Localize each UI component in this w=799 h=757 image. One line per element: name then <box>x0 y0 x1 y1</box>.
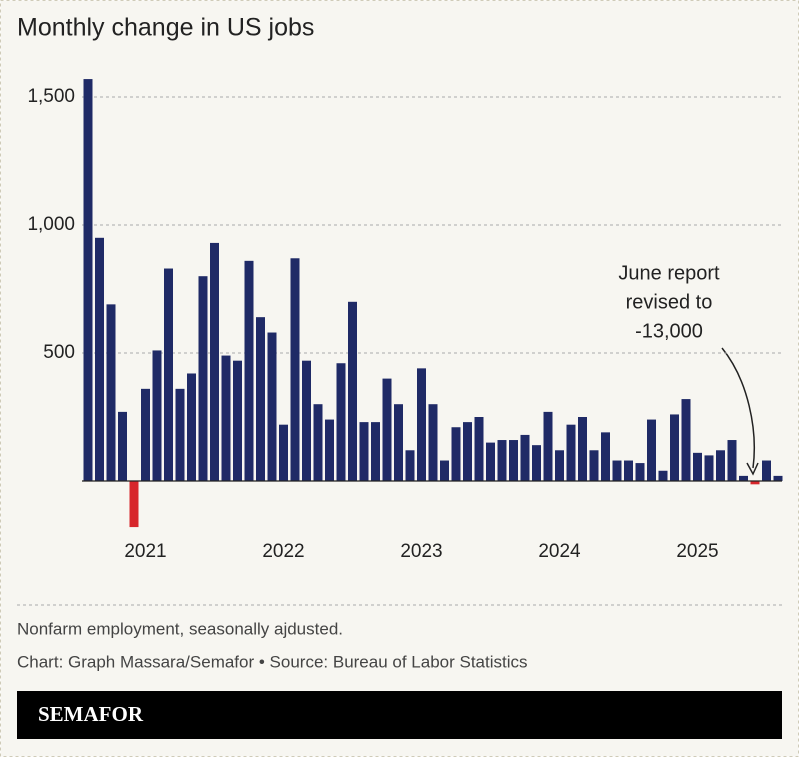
bar <box>647 419 656 481</box>
annotation: -13,000 <box>635 320 703 342</box>
bar <box>474 417 484 481</box>
annotation: revised to <box>626 291 713 313</box>
bar <box>681 399 691 481</box>
bar <box>497 440 507 481</box>
x-tick-label: 2021 <box>124 541 166 562</box>
bar <box>210 242 219 481</box>
bar <box>256 317 265 481</box>
bar <box>773 475 783 481</box>
bar <box>428 404 438 481</box>
bar <box>589 450 599 481</box>
bar <box>221 355 231 481</box>
bar <box>175 388 185 481</box>
annotation: June report <box>618 262 720 284</box>
bar <box>313 404 323 481</box>
bar <box>152 350 162 481</box>
bar <box>658 470 668 481</box>
bar <box>509 440 518 481</box>
note: Nonfarm employment, seasonally ajdusted. <box>17 619 343 638</box>
bar <box>555 450 564 481</box>
bar <box>463 422 472 481</box>
bar <box>106 304 116 481</box>
y-tick-label: 1,000 <box>27 214 75 235</box>
x-tick-label: 2025 <box>676 541 718 562</box>
bar <box>164 268 173 481</box>
bar <box>566 424 576 481</box>
bar <box>578 417 587 481</box>
source: Chart: Graph Massara/Semafor • Source: B… <box>17 652 528 671</box>
annotation-arrowhead <box>746 462 759 476</box>
chart-title: Monthly change in US jobs <box>17 14 314 42</box>
x-tick-label: 2023 <box>400 541 442 562</box>
bar <box>382 378 392 481</box>
brand: SEMAFOR <box>38 702 144 726</box>
bar <box>233 360 242 481</box>
bar <box>394 404 403 481</box>
bar <box>451 427 461 481</box>
bar <box>267 332 277 481</box>
x-tick-label: 2022 <box>262 541 304 562</box>
bar <box>520 434 530 481</box>
bar <box>762 460 771 481</box>
bar <box>336 363 346 481</box>
bar <box>739 475 748 481</box>
bar <box>95 237 104 481</box>
bar <box>750 481 760 485</box>
bar <box>486 442 495 481</box>
bar <box>417 368 426 481</box>
bar <box>405 450 415 481</box>
bar <box>279 424 288 481</box>
bar <box>624 460 633 481</box>
bar <box>83 79 93 481</box>
bar <box>440 460 449 481</box>
annotation-arrow <box>721 347 755 469</box>
bar <box>244 260 254 481</box>
bar <box>302 360 311 481</box>
bar <box>612 460 622 481</box>
bar <box>290 258 300 481</box>
bar <box>198 276 208 481</box>
bar <box>348 301 357 481</box>
brand-bar <box>17 691 782 739</box>
bar <box>532 445 541 481</box>
bar <box>716 450 725 481</box>
bar <box>325 419 334 481</box>
bar <box>635 463 645 481</box>
bar <box>693 452 702 481</box>
bar <box>141 388 150 481</box>
bar <box>187 373 196 481</box>
y-tick-label: 500 <box>43 342 75 363</box>
x-tick-label: 2024 <box>538 541 581 562</box>
bar <box>727 440 737 481</box>
bar <box>704 455 714 481</box>
bar <box>118 411 127 481</box>
bar <box>670 414 679 481</box>
bar <box>359 422 369 481</box>
bar <box>129 481 139 528</box>
bar <box>543 411 553 481</box>
bar <box>371 422 380 481</box>
bar <box>601 432 610 481</box>
y-tick-label: 1,500 <box>27 86 75 107</box>
